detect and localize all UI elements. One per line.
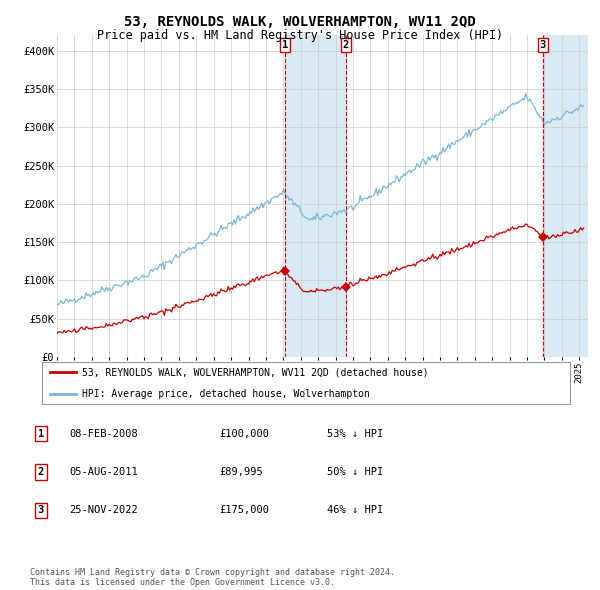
Text: 3: 3 bbox=[38, 506, 44, 515]
Text: £100,000: £100,000 bbox=[219, 429, 269, 438]
Text: HPI: Average price, detached house, Wolverhampton: HPI: Average price, detached house, Wolv… bbox=[82, 389, 370, 398]
Text: 25-NOV-2022: 25-NOV-2022 bbox=[69, 506, 138, 515]
Text: £175,000: £175,000 bbox=[219, 506, 269, 515]
Bar bbox=[285, 35, 346, 357]
Bar bbox=[543, 35, 588, 357]
Text: 3: 3 bbox=[539, 40, 546, 50]
Text: 50% ↓ HPI: 50% ↓ HPI bbox=[327, 467, 383, 477]
Text: Price paid vs. HM Land Registry's House Price Index (HPI): Price paid vs. HM Land Registry's House … bbox=[97, 30, 503, 42]
Text: 53, REYNOLDS WALK, WOLVERHAMPTON, WV11 2QD (detached house): 53, REYNOLDS WALK, WOLVERHAMPTON, WV11 2… bbox=[82, 368, 428, 377]
Text: 05-AUG-2011: 05-AUG-2011 bbox=[69, 467, 138, 477]
Text: 53% ↓ HPI: 53% ↓ HPI bbox=[327, 429, 383, 438]
Text: 1: 1 bbox=[38, 429, 44, 438]
Text: 53, REYNOLDS WALK, WOLVERHAMPTON, WV11 2QD: 53, REYNOLDS WALK, WOLVERHAMPTON, WV11 2… bbox=[124, 15, 476, 29]
Text: 2: 2 bbox=[38, 467, 44, 477]
Text: 46% ↓ HPI: 46% ↓ HPI bbox=[327, 506, 383, 515]
Text: 2: 2 bbox=[343, 40, 349, 50]
Text: 1: 1 bbox=[282, 40, 288, 50]
Text: £89,995: £89,995 bbox=[219, 467, 263, 477]
Text: Contains HM Land Registry data © Crown copyright and database right 2024.
This d: Contains HM Land Registry data © Crown c… bbox=[30, 568, 395, 587]
Text: 08-FEB-2008: 08-FEB-2008 bbox=[69, 429, 138, 438]
